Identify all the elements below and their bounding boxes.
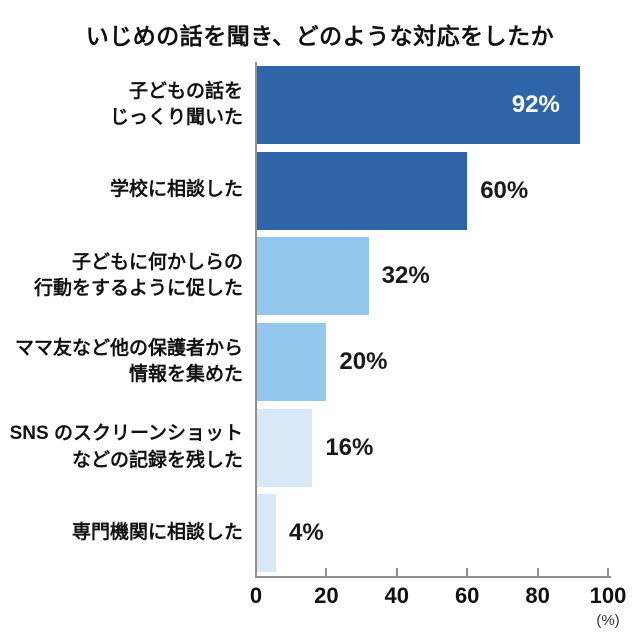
bar bbox=[256, 237, 369, 316]
tick-mark bbox=[255, 568, 257, 576]
value-label: 92% bbox=[511, 90, 560, 118]
bar bbox=[256, 151, 468, 230]
bar-rows: 子どもの話を じっくり聞いた 92% 学校に相談した 60% 子どもに何かしらの 行動を… bbox=[0, 62, 640, 576]
bar-row: ママ友など他の保護者から 情報を集めた 20% bbox=[0, 319, 640, 405]
bar-row: 子どもに何かしらの 行動をするように促した 32% bbox=[0, 233, 640, 319]
bar bbox=[256, 494, 276, 573]
tick-mark bbox=[536, 568, 539, 576]
bar-track: 32% bbox=[256, 237, 608, 316]
value-label: 20% bbox=[339, 347, 388, 375]
x-axis-tick-labels: 0 20 40 60 80 100 bbox=[250, 583, 626, 609]
category-label: 学校に相談した bbox=[109, 179, 243, 201]
x-axis-line bbox=[255, 576, 611, 578]
category-label: 専門機関に相談した bbox=[71, 522, 243, 544]
category-label: 子どもの話を じっくり聞いた bbox=[109, 80, 243, 128]
tick-mark bbox=[466, 568, 469, 576]
value-label: 4% bbox=[289, 519, 324, 547]
tick-label: 40 bbox=[384, 583, 410, 608]
bar-row: 学校に相談した 60% bbox=[0, 148, 640, 234]
x-axis-tick-marks bbox=[255, 568, 609, 576]
bar-track: 92% bbox=[256, 65, 608, 144]
bar-row: SNS のスクリーンショット などの記録を残した 16% bbox=[0, 405, 640, 491]
bar-row: 子どもの話を じっくり聞いた 92% bbox=[0, 62, 640, 148]
bar bbox=[256, 322, 327, 401]
percent-unit-label: (%) bbox=[596, 612, 620, 629]
chart-title: いじめの話を聞き、どのような対応をしたか bbox=[85, 23, 555, 49]
bar-track: 16% bbox=[256, 408, 608, 487]
bar: 92% bbox=[256, 65, 580, 144]
y-axis-line bbox=[255, 62, 257, 578]
bar-track: 4% bbox=[256, 494, 608, 573]
category-label: SNS のスクリーンショット などの記録を残した bbox=[9, 423, 243, 471]
tick-mark bbox=[395, 568, 398, 576]
tick-mark bbox=[607, 568, 609, 576]
tick-mark bbox=[325, 568, 328, 576]
value-label: 32% bbox=[381, 262, 430, 290]
tick-label: 60 bbox=[454, 583, 480, 608]
value-label: 60% bbox=[480, 176, 529, 204]
bar-track: 60% bbox=[256, 151, 608, 230]
value-label: 16% bbox=[325, 433, 374, 461]
category-label: ママ友など他の保護者から 情報を集めた bbox=[14, 337, 243, 385]
bar bbox=[256, 408, 313, 487]
tick-label: 80 bbox=[525, 583, 550, 608]
tick-label: 20 bbox=[314, 583, 339, 608]
bar-track: 20% bbox=[256, 322, 608, 401]
bar-row: 専門機関に相談した 4% bbox=[0, 490, 640, 576]
category-label: 子どもに何かしらの 行動をするように促した bbox=[33, 251, 243, 300]
tick-label: 100 bbox=[589, 583, 627, 608]
tick-label: 0 bbox=[249, 583, 263, 608]
